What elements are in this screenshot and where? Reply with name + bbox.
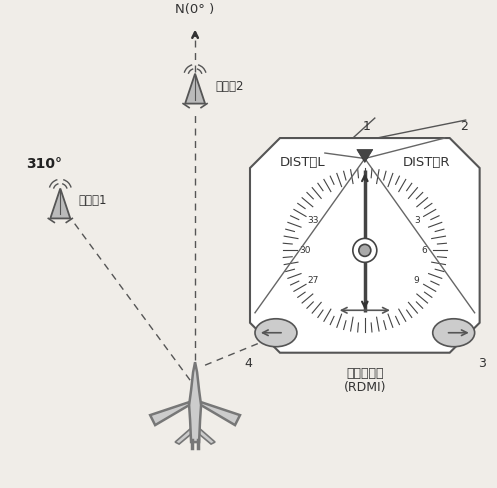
Circle shape — [359, 244, 371, 256]
Ellipse shape — [255, 319, 297, 346]
Polygon shape — [175, 428, 191, 444]
Text: 9: 9 — [414, 276, 419, 285]
Text: 6: 6 — [422, 246, 427, 255]
Ellipse shape — [433, 319, 475, 346]
Text: DIST－L: DIST－L — [280, 156, 326, 169]
Text: 导航台2: 导航台2 — [215, 80, 244, 93]
Circle shape — [353, 239, 377, 263]
Polygon shape — [150, 400, 195, 425]
Text: N(0° ): N(0° ) — [175, 3, 215, 16]
Polygon shape — [199, 428, 215, 444]
Polygon shape — [50, 188, 70, 219]
Text: 310°: 310° — [26, 158, 62, 171]
Polygon shape — [250, 138, 480, 353]
Polygon shape — [185, 74, 205, 103]
Text: 3: 3 — [478, 357, 486, 370]
Text: 1: 1 — [363, 120, 371, 133]
Polygon shape — [189, 362, 201, 442]
Text: 30: 30 — [299, 246, 311, 255]
Text: 3: 3 — [414, 216, 419, 225]
Text: DIST－R: DIST－R — [403, 156, 450, 169]
Text: 导航台1: 导航台1 — [78, 194, 107, 207]
Text: 2: 2 — [460, 120, 468, 133]
Text: 4: 4 — [244, 357, 252, 370]
Text: 方位指示器: 方位指示器 — [346, 366, 384, 380]
Text: 27: 27 — [307, 276, 319, 285]
Text: 33: 33 — [307, 216, 319, 225]
Polygon shape — [195, 400, 240, 425]
Text: (RDMI): (RDMI) — [343, 381, 386, 394]
Polygon shape — [357, 149, 373, 163]
